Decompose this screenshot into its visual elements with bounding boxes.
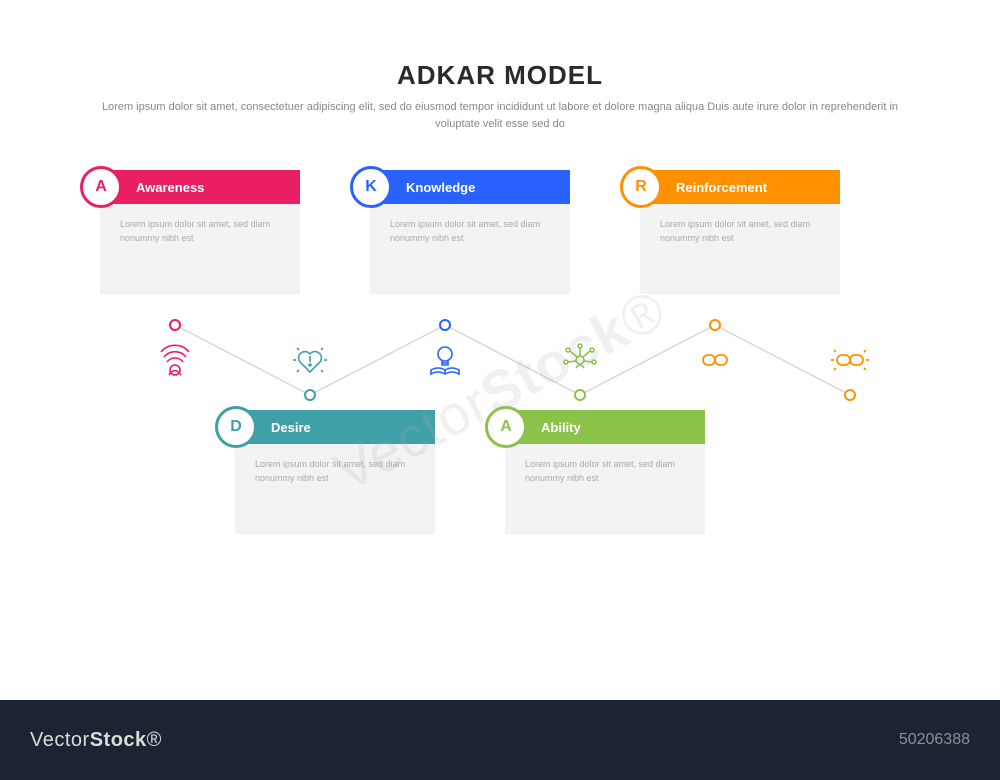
stage-letter: K [350, 166, 392, 208]
link-icon [828, 338, 872, 382]
zigzag-node [844, 389, 856, 401]
adkar-diagram: AAwarenessLorem ipsum dolor sit amet, se… [0, 170, 1000, 650]
reinforcement-icon [693, 338, 737, 382]
page-subtitle: Lorem ipsum dolor sit amet, consectetuer… [100, 99, 900, 132]
footer-id: 50206388 [899, 731, 970, 749]
zigzag-node [304, 389, 316, 401]
stage-letter: D [215, 406, 257, 448]
page-title: ADKAR MODEL [0, 60, 1000, 91]
zigzag-node [169, 319, 181, 331]
zigzag-node [439, 319, 451, 331]
stage-letter: R [620, 166, 662, 208]
zigzag-node [574, 389, 586, 401]
footer-bar: VectorStock® 50206388 [0, 700, 1000, 780]
desire-icon [288, 338, 332, 382]
stage-letter: A [485, 406, 527, 448]
zigzag-node [709, 319, 721, 331]
stage-letter: A [80, 166, 122, 208]
ability-icon [558, 338, 602, 382]
footer-brand: VectorStock® [30, 729, 162, 752]
knowledge-icon [423, 338, 467, 382]
awareness-icon [153, 338, 197, 382]
